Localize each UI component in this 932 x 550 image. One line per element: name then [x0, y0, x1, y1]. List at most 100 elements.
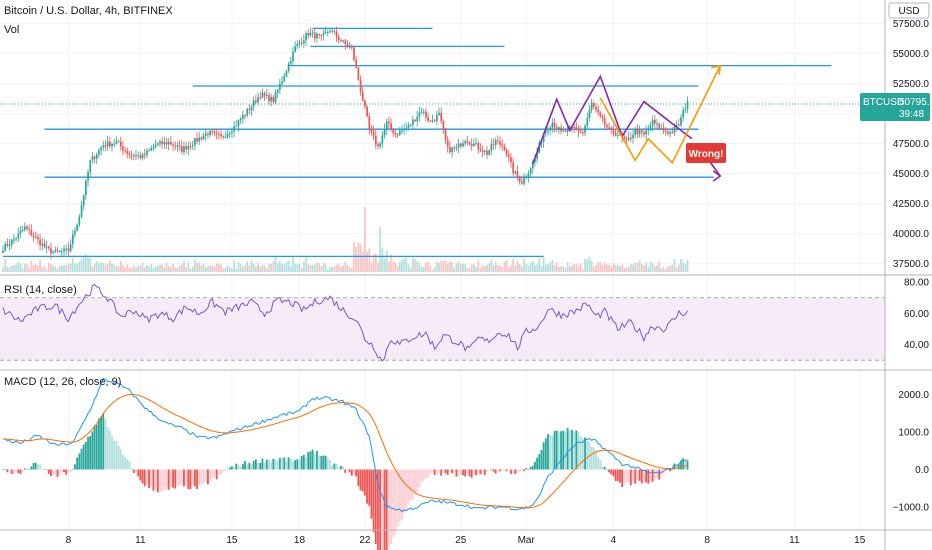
volume-bar	[261, 264, 264, 272]
macd-histogram-bar	[579, 436, 582, 470]
candle-body	[300, 42, 303, 44]
candle-body	[649, 125, 652, 129]
candle-body	[357, 67, 360, 80]
macd-histogram-bar	[215, 469, 218, 480]
price-tick-label: 45000.0	[893, 169, 930, 180]
macd-tick-label: −1000.0	[893, 503, 930, 514]
macd-histogram-bar	[560, 431, 562, 470]
candle-body	[431, 120, 434, 122]
candle-body	[24, 226, 26, 230]
candle-body	[414, 119, 416, 122]
candle-body	[303, 40, 305, 44]
volume-bar	[202, 263, 205, 272]
volume-bar	[283, 264, 286, 272]
macd-histogram-bar	[686, 460, 689, 470]
macd-histogram-bar	[566, 427, 569, 470]
candle-body	[494, 140, 497, 145]
volume-bar	[82, 255, 85, 272]
volume-bar	[686, 259, 689, 272]
macd-histogram-bar	[285, 461, 288, 470]
candlesticks[interactable]	[2, 26, 689, 260]
candle-body	[678, 124, 680, 126]
candle-body	[6, 243, 9, 246]
volume-bar	[165, 262, 168, 272]
candle-body	[542, 133, 545, 142]
candle-body	[85, 180, 87, 196]
macd-histogram-bar	[584, 437, 586, 470]
candle-body	[67, 248, 70, 252]
volume-bar	[608, 264, 610, 272]
volume-bar	[632, 264, 634, 272]
horizontal-levels[interactable]	[0, 27, 885, 258]
volume-bar	[601, 265, 604, 272]
macd-pane[interactable]	[2, 377, 689, 550]
pattern-drawings[interactable]	[531, 64, 722, 182]
time-axis[interactable]: 8 11 15 18 22 25 Mar 4 8 11 15	[66, 535, 866, 546]
volume-bar	[265, 268, 268, 272]
candle-body	[671, 132, 674, 134]
macd-histogram-bar	[479, 469, 482, 475]
volume-bar	[490, 259, 493, 272]
macd-histogram-bar	[372, 469, 375, 533]
volume-bar	[191, 266, 194, 272]
macd-histogram-bar	[636, 469, 639, 481]
volume-bar	[603, 262, 606, 272]
candle-body	[499, 141, 501, 145]
rsi-tick-label: 80.00	[904, 278, 929, 289]
macd-histogram-bar	[60, 469, 63, 473]
volume-bar	[586, 259, 589, 272]
candle-body	[346, 43, 349, 47]
volume-bar	[113, 264, 116, 272]
macd-histogram-bar	[117, 445, 120, 470]
candle-body	[396, 134, 399, 136]
volume-label: Vol	[4, 24, 19, 36]
volume-bar	[139, 266, 142, 272]
candle-body	[394, 133, 397, 135]
candle-body	[366, 106, 368, 117]
volume-bar	[510, 265, 512, 272]
macd-label: MACD (12, 26, close, 9)	[4, 376, 121, 388]
candle-body	[632, 134, 634, 139]
macd-histogram-bar	[207, 469, 209, 485]
rsi-pane[interactable]	[0, 283, 885, 362]
macd-histogram-bar	[26, 469, 28, 470]
candle-body	[422, 111, 425, 113]
candle-body	[218, 133, 220, 135]
macd-histogram-bar	[501, 469, 504, 471]
rsi-band	[0, 297, 885, 361]
candle-body	[592, 103, 595, 107]
volume-bar	[126, 264, 129, 272]
volume-bar	[381, 247, 384, 272]
candle-body	[146, 150, 148, 156]
candle-body	[191, 145, 194, 147]
volume-bar	[309, 264, 312, 272]
candle-body	[436, 114, 438, 121]
volume-bar	[224, 268, 227, 272]
macd-histogram-bar	[32, 463, 35, 470]
currency-box[interactable]	[888, 2, 930, 19]
macd-histogram-bar	[525, 468, 528, 470]
price-pane[interactable]	[0, 26, 885, 272]
candle-body	[270, 96, 273, 102]
candle-body	[595, 106, 597, 110]
volume-bar	[351, 268, 353, 272]
volume-bar	[553, 265, 556, 272]
candle-body	[143, 154, 146, 156]
macd-histogram-bar	[213, 469, 216, 478]
volume-bar	[346, 264, 349, 272]
macd-histogram-bar	[344, 469, 347, 473]
candle-body	[233, 126, 235, 132]
macd-histogram-bar	[592, 447, 595, 470]
macd-histogram-bar	[510, 469, 512, 475]
volume-bar	[364, 207, 366, 272]
macd-histogram-bar	[523, 469, 525, 472]
volume-bar	[377, 262, 379, 272]
candle-body	[235, 125, 238, 127]
volume-bar	[137, 266, 140, 272]
candle-body	[242, 115, 244, 120]
candle-body	[65, 248, 68, 250]
volume-bar	[501, 267, 504, 272]
macd-histogram-bar	[252, 461, 255, 470]
